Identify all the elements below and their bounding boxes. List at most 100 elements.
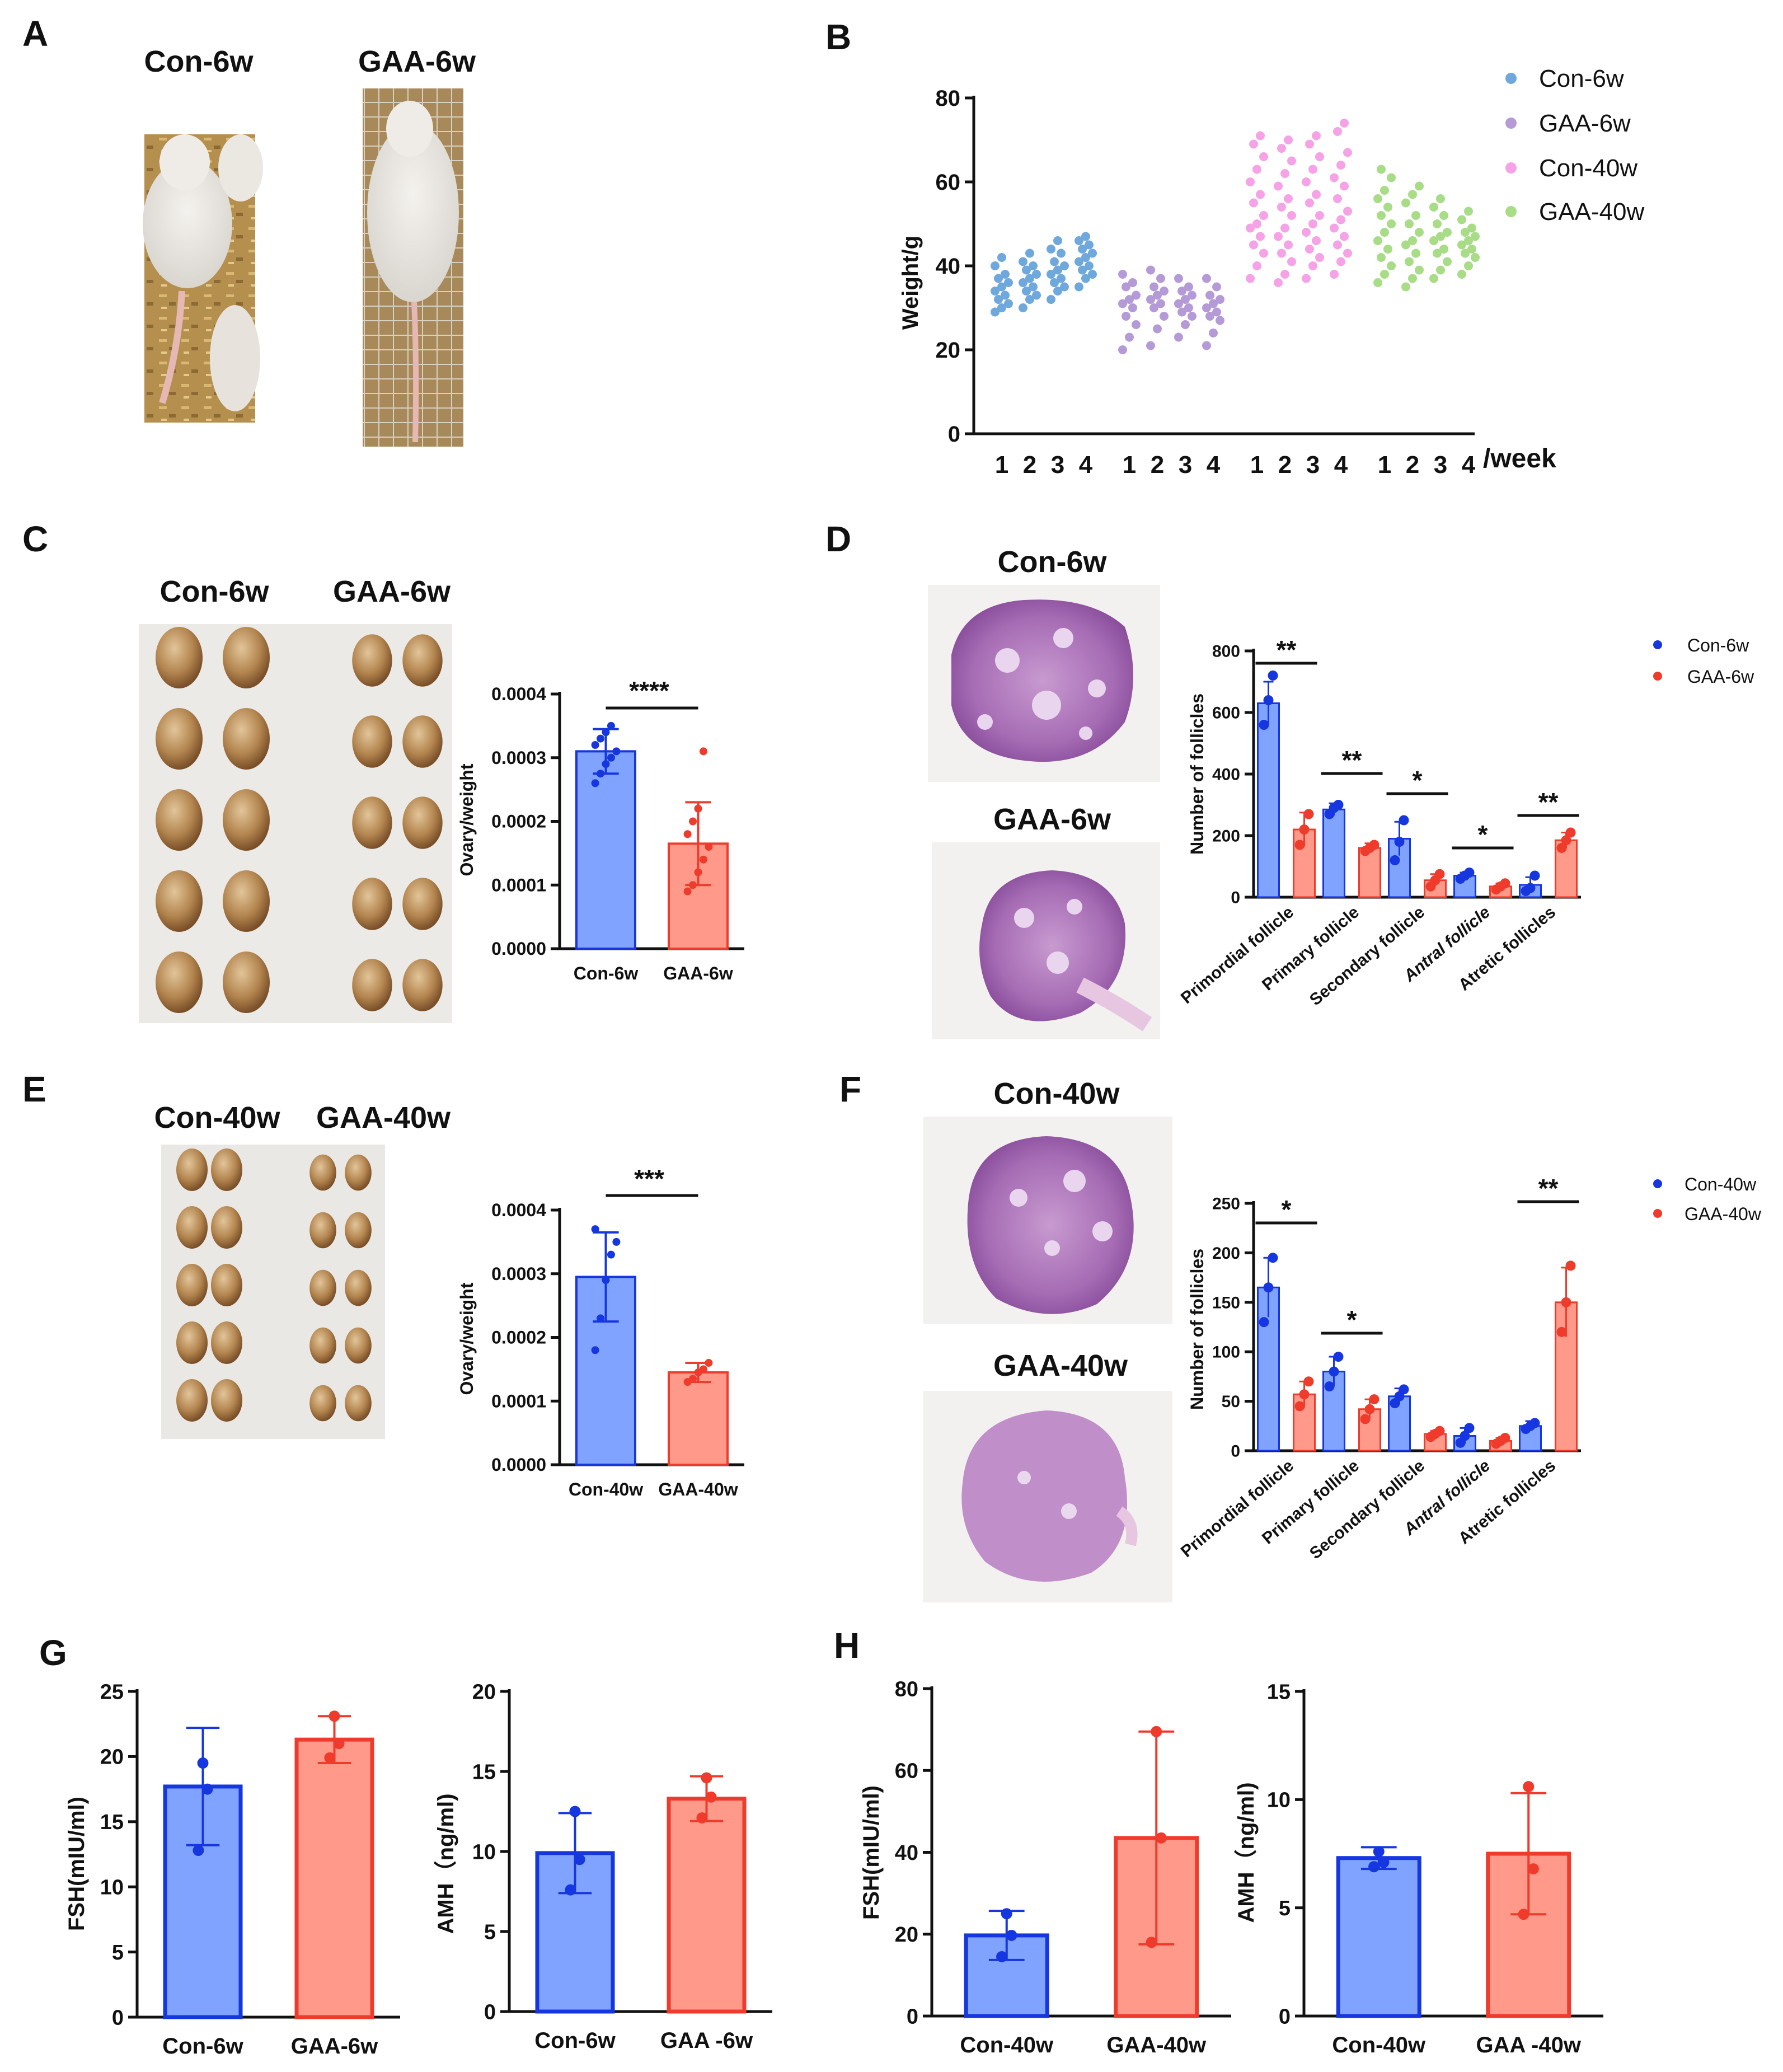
chart-b-legend: Con-6w GAA-6w Con-40w GAA-40w (1505, 65, 1645, 226)
chart-c-point-1-7 (694, 804, 702, 813)
ovary-photo-40w-ovary-left-3-0 (176, 1321, 208, 1364)
chart-b-point-0-3-0 (1075, 282, 1083, 292)
chart-h-fsh-ylabel: FSH(mIU/ml) (859, 1785, 884, 1920)
chart-b-point-1-1-4 (1156, 299, 1165, 308)
chart-b-point-2-0-4 (1256, 232, 1265, 241)
ovary-photo-40w-ovary-left-1-0 (176, 1206, 208, 1249)
legend-label-gaa-40w: GAA-40w (1539, 198, 1645, 226)
chart-h1-category-label-0: Con-40w (960, 2033, 1054, 2057)
chart-b-point-3-2-7 (1443, 228, 1452, 237)
chart-g2-ytick-label-0: 0 (484, 2000, 496, 2024)
chart-b-point-2-3-11 (1336, 161, 1345, 170)
chart-e-point-0-1 (597, 1314, 605, 1323)
chart-b-point-3-0-10 (1373, 194, 1382, 203)
panel-e: Con-40w GAA-40w (154, 1101, 451, 1439)
chart-d-point-1-4-1 (1561, 835, 1571, 846)
chart-b-point-0-0-2 (1004, 299, 1013, 308)
chart-b-point-0-0-4 (1001, 290, 1010, 300)
chart-b-point-0-2-1 (1053, 287, 1062, 296)
chart-b-ytick-label-0: 0 (948, 422, 960, 447)
chart-d-ytick-label-1: 200 (1212, 827, 1240, 846)
chart-b-point-1-2-10 (1174, 274, 1183, 283)
ovary-photo-40w-ovary-right-4-1 (345, 1385, 372, 1422)
chart-f-ytick-label-1: 50 (1222, 1393, 1240, 1411)
chart-c-ovary-weight: Ovary/weight **** 0.0000 0.0001 0.0002 0.00… (457, 676, 744, 983)
chart-b-point-1-0-1 (1125, 332, 1134, 342)
panel-d-label-con: Con-6w (998, 545, 1108, 579)
chart-b-point-3-1-6 (1408, 236, 1417, 245)
chart-b-point-2-3-3 (1333, 240, 1342, 250)
chart-b-point-2-1-2 (1287, 257, 1296, 266)
chart-f-category-label-0: Primordial follicle (1177, 1456, 1297, 1561)
chart-b-point-3-0-0 (1373, 278, 1382, 287)
chart-f-point-0-4-2 (1529, 1418, 1540, 1428)
chart-b-point-3-1-10 (1401, 198, 1410, 208)
chart-c-category-label-0: Con-6w (574, 963, 639, 983)
chart-h1-ytick-label-0: 0 (907, 2005, 918, 2028)
chart-b-point-1-0-5 (1118, 299, 1127, 308)
chart-g2-point-1-2 (701, 1772, 712, 1784)
chart-b-point-2-0-11 (1252, 165, 1261, 174)
chart-h1-ytick-label-2: 40 (895, 1841, 918, 1865)
chart-b-point-3-1-2 (1415, 265, 1424, 275)
chart-d-ytick-label-4: 800 (1212, 643, 1240, 661)
chart-b-point-3-2-4 (1439, 245, 1448, 254)
chart-c-category-label-1: GAA-6w (663, 963, 733, 983)
chart-b-point-1-0-7 (1132, 290, 1141, 300)
panel-a-label-gaa: GAA-6w (358, 45, 476, 78)
chart-e-point-0-2 (602, 1276, 610, 1285)
chart-b-point-0-3-5 (1075, 257, 1083, 266)
panel-c-label-con: Con-6w (160, 575, 270, 608)
chart-b-point-1-0-10 (1118, 270, 1127, 279)
chart-h1-point-0-1 (1006, 1929, 1017, 1941)
chart-b-point-1-3-5 (1202, 303, 1211, 312)
chart-b-point-3-3-8 (1461, 228, 1470, 237)
chart-f-follicles-40w: Number of follicles Con-40w GAA-40w 0 50 1… (1177, 1174, 1762, 1563)
chart-c-point-1-6 (689, 817, 697, 826)
chart-g2-point-1-0 (696, 1812, 708, 1823)
chart-b-point-2-3-10 (1330, 173, 1339, 182)
legend-marker-gaa-6w (1505, 118, 1517, 129)
chart-b-point-3-0-8 (1377, 211, 1386, 220)
chart-f-ytick-label-5: 250 (1212, 1195, 1240, 1213)
chart-b-point-2-0-12 (1259, 152, 1268, 161)
chart-d-follicles-6w: Number of follicles Con-6w GAA-6w 0 200 40… (1177, 635, 1754, 1009)
chart-b-point-3-0-13 (1377, 165, 1386, 174)
panel-label-e: E (22, 1069, 46, 1109)
chart-f-point-0-2-2 (1399, 1384, 1409, 1395)
chart-c-significance: **** (629, 676, 669, 705)
chart-b-point-1-1-6 (1153, 290, 1162, 300)
chart-f-category-label-2: Secondary follicle (1306, 1456, 1428, 1563)
chart-d-point-1-0-1 (1299, 824, 1310, 835)
chart-d-point-0-3-2 (1464, 868, 1475, 878)
chart-c-point-0-3 (607, 753, 615, 762)
chart-f-ytick-label-3: 150 (1212, 1293, 1240, 1312)
ovary-photo-6w-ovary-left-0-1 (223, 627, 270, 688)
chart-b-point-1-2-7 (1188, 290, 1197, 300)
chart-g1-ytick-label-0: 0 (112, 2006, 124, 2029)
chart-h2-point-1-2 (1523, 1781, 1535, 1793)
panel-label-b: B (825, 17, 851, 57)
chart-d-ytick-label-0: 0 (1231, 889, 1240, 907)
chart-b-point-0-1-0 (1019, 303, 1027, 312)
chart-g1-category-label-0: Con-6w (162, 2034, 243, 2059)
chart-c-bar-1 (668, 842, 729, 950)
chart-b-point-2-3-2 (1343, 249, 1352, 258)
chart-f-point-0-0-0 (1259, 1317, 1269, 1328)
chart-b-point-0-3-9 (1085, 240, 1094, 250)
chart-d-significance-label-4: ** (1538, 787, 1559, 817)
chart-b-point-1-0-0 (1118, 345, 1127, 354)
chart-b-point-2-2-2 (1315, 253, 1324, 262)
chart-b-point-3-3-5 (1457, 240, 1466, 250)
chart-h-amh-ylabel: AMH（ng/ml) (1234, 1782, 1259, 1923)
chart-b-point-0-2-10 (1047, 245, 1055, 254)
chart-f-point-0-1-1 (1329, 1366, 1339, 1377)
ovary-photo-6w-ovary-right-1-0 (352, 715, 392, 768)
chart-d-significance-label-1: ** (1342, 746, 1362, 775)
chart-b-point-2-1-8 (1277, 203, 1286, 212)
chart-g2-category-label-1: GAA -6w (660, 2028, 753, 2053)
chart-b-point-0-0-9 (1001, 270, 1010, 279)
chart-b-xtick-label-10: 3 (1306, 451, 1320, 479)
chart-b-point-3-2-3 (1433, 249, 1442, 258)
chart-b-point-1-1-2 (1160, 312, 1169, 321)
